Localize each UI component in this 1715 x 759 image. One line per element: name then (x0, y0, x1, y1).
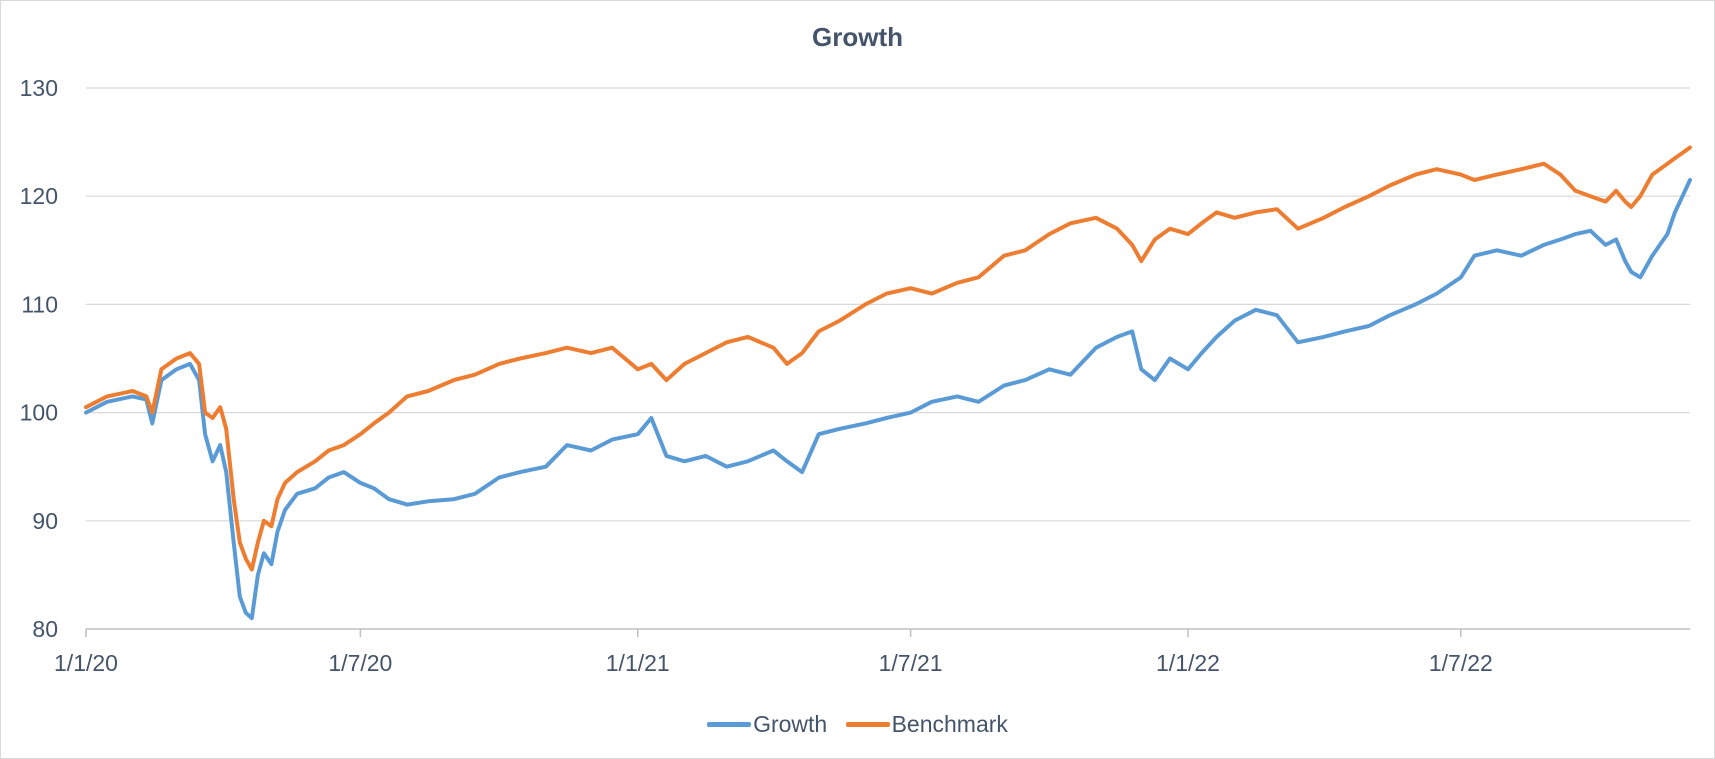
legend-label-benchmark: Benchmark (891, 711, 1008, 737)
x-tick-label: 1/1/20 (54, 650, 118, 676)
gridlines (86, 87, 1690, 522)
y-axis: 80 90 100 110 120 130 (20, 75, 58, 642)
x-tick-label: 1/1/22 (1156, 650, 1220, 676)
legend: Growth Benchmark (0, 706, 1715, 738)
y-tick-label: 110 (21, 291, 58, 317)
y-tick-label: 90 (32, 508, 58, 534)
legend-swatch-growth (707, 722, 752, 727)
x-tick-labels: 1/1/20 1/7/20 1/1/21 1/7/21 1/1/22 1/7/22 (54, 650, 1493, 676)
y-tick-label: 100 (20, 400, 58, 426)
legend-item-growth: Growth (707, 711, 827, 738)
x-tick-label: 1/1/21 (606, 650, 670, 676)
series-line-benchmark (84, 145, 1692, 572)
x-tick-label: 1/7/22 (1429, 650, 1493, 676)
y-tick-label: 80 (32, 616, 58, 642)
legend-label-growth: Growth (753, 711, 828, 737)
x-tick-label: 1/7/21 (879, 650, 943, 676)
x-axis (85, 628, 1690, 637)
chart-title: Growth (812, 22, 903, 52)
legend-item-benchmark: Benchmark (845, 711, 1008, 738)
series-line-growth (84, 178, 1692, 621)
x-tick-label: 1/7/20 (328, 650, 392, 676)
y-tick-label: 130 (20, 75, 58, 101)
series-lines (84, 145, 1692, 621)
y-tick-label: 120 (20, 183, 58, 209)
legend-swatch-benchmark (845, 722, 890, 727)
